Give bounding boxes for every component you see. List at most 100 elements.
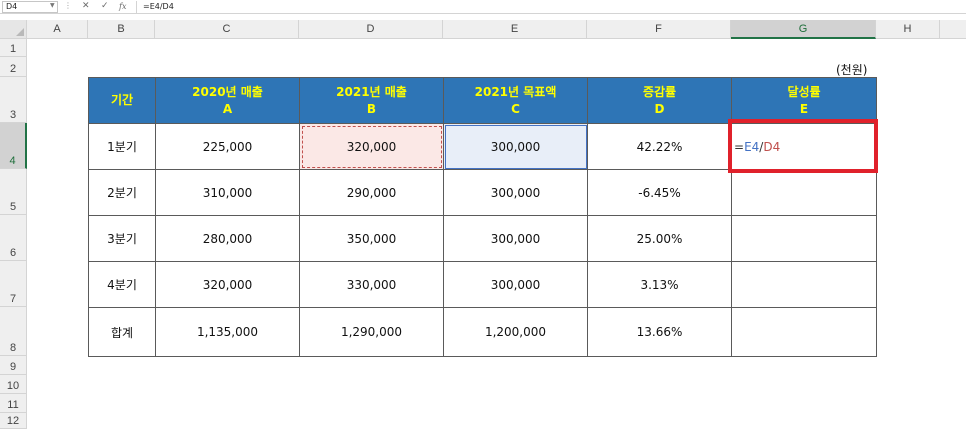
- change-rate-cell[interactable]: 13.66%: [587, 307, 732, 357]
- achievement-cell[interactable]: [731, 215, 877, 262]
- formula-ref-e4: E4: [744, 139, 760, 154]
- row-header-11[interactable]: 11: [0, 394, 27, 413]
- row-number: 8: [9, 342, 17, 354]
- header-cell-achievement-rate[interactable]: 달성률 E: [731, 77, 877, 124]
- chevron-down-icon[interactable]: ▼: [50, 2, 55, 9]
- achievement-cell[interactable]: [731, 261, 877, 308]
- header-label: 2020년 매출: [192, 84, 263, 99]
- select-all-corner[interactable]: [0, 20, 27, 39]
- target-cell[interactable]: 300,000: [443, 169, 588, 216]
- row-header-2[interactable]: 2: [0, 57, 27, 77]
- period-cell[interactable]: 4분기: [88, 261, 156, 308]
- row-header-6[interactable]: 6: [0, 215, 27, 261]
- sales-2021-cell[interactable]: 1,290,000: [299, 307, 444, 357]
- formula-ref-d4: D4: [763, 139, 781, 154]
- sales-2020-cell[interactable]: 225,000: [155, 123, 300, 170]
- row-number: 12: [6, 415, 20, 427]
- column-header-g[interactable]: G: [731, 20, 876, 39]
- change-rate-cell[interactable]: -6.45%: [587, 169, 732, 216]
- header-letter: A: [222, 101, 233, 116]
- period-cell[interactable]: 합계: [88, 307, 156, 357]
- row-header-10[interactable]: 10: [0, 375, 27, 394]
- row-header-8[interactable]: 8: [0, 307, 27, 356]
- formula-input[interactable]: =E4/D4: [143, 2, 174, 11]
- header-label: 기간: [110, 93, 134, 107]
- row-header-5[interactable]: 5: [0, 169, 27, 215]
- row-number: 2: [9, 63, 17, 75]
- formula-bar: D4 ▼ ⋮ ✕ ✓ fx =E4/D4: [0, 0, 966, 14]
- header-cell-target-2021[interactable]: 2021년 목표액 C: [443, 77, 588, 124]
- sales-2021-cell[interactable]: 290,000: [299, 169, 444, 216]
- name-box[interactable]: D4: [2, 1, 58, 13]
- row-number: 7: [9, 293, 17, 305]
- header-cell-sales-2020[interactable]: 2020년 매출 A: [155, 77, 300, 124]
- header-cell-change-rate[interactable]: 증감률 D: [587, 77, 732, 124]
- sales-2020-cell[interactable]: 280,000: [155, 215, 300, 262]
- column-header-bar: [0, 20, 966, 39]
- row-header-4[interactable]: 4: [0, 123, 27, 169]
- change-rate-cell[interactable]: 42.22%: [587, 123, 732, 170]
- column-header-b[interactable]: B: [88, 20, 155, 39]
- header-letter: D: [654, 101, 665, 116]
- column-header-a[interactable]: A: [27, 20, 88, 39]
- column-header-d[interactable]: D: [299, 20, 443, 39]
- row-number: 10: [6, 380, 20, 392]
- column-header-c[interactable]: C: [155, 20, 299, 39]
- target-cell[interactable]: 300,000: [443, 215, 588, 262]
- period-cell[interactable]: 3분기: [88, 215, 156, 262]
- table-row: 3분기 280,000 350,000 300,000 25.00%: [88, 215, 877, 262]
- sales-2021-cell-d4[interactable]: 320,000: [299, 123, 444, 170]
- header-cell-sales-2021[interactable]: 2021년 매출 B: [299, 77, 444, 124]
- table-header-row: 기간 2020년 매출 A 2021년 매출 B 2021년 목표액 C 증감률 D 달…: [88, 77, 877, 124]
- insert-function-icon[interactable]: fx: [119, 2, 127, 11]
- change-rate-cell[interactable]: 25.00%: [587, 215, 732, 262]
- target-cell[interactable]: 1,200,000: [443, 307, 588, 357]
- unit-note: (천원): [836, 63, 868, 77]
- row-number: 5: [9, 201, 17, 213]
- header-label: 2021년 매출: [336, 84, 407, 99]
- formula-bar-divider: [136, 1, 137, 13]
- header-letter: C: [511, 101, 520, 116]
- row-header-7[interactable]: 7: [0, 261, 27, 307]
- header-letter: E: [799, 101, 809, 116]
- sales-2021-cell[interactable]: 330,000: [299, 261, 444, 308]
- table-row: 4분기 320,000 330,000 300,000 3.13%: [88, 261, 877, 308]
- achievement-cell[interactable]: [731, 169, 877, 216]
- header-label: 달성률: [787, 84, 821, 99]
- row-number: 1: [9, 43, 17, 55]
- row-header-3[interactable]: 3: [0, 77, 27, 123]
- row-number: 9: [9, 361, 17, 373]
- change-rate-cell[interactable]: 3.13%: [587, 261, 732, 308]
- header-label: 2021년 목표액: [474, 84, 557, 99]
- column-header-f[interactable]: F: [587, 20, 731, 39]
- sales-2020-cell[interactable]: 320,000: [155, 261, 300, 308]
- enter-icon[interactable]: ✓: [101, 1, 109, 11]
- column-header-e[interactable]: E: [443, 20, 587, 39]
- table-row: 1분기 225,000 320,000 300,000 42.22% =E4/D…: [88, 123, 877, 170]
- row-number: 6: [9, 247, 17, 259]
- row-header-9[interactable]: 9: [0, 356, 27, 375]
- row-header-12[interactable]: 12: [0, 413, 27, 429]
- cancel-icon[interactable]: ✕: [82, 1, 90, 11]
- header-letter: B: [366, 101, 377, 116]
- period-cell[interactable]: 2분기: [88, 169, 156, 216]
- row-number: 11: [7, 399, 19, 411]
- more-options-icon[interactable]: ⋮: [64, 1, 72, 10]
- sales-table: 기간 2020년 매출 A 2021년 매출 B 2021년 목표액 C 증감률 D 달…: [88, 77, 877, 357]
- target-cell[interactable]: 300,000: [443, 261, 588, 308]
- column-header-h[interactable]: H: [876, 20, 940, 39]
- period-cell[interactable]: 1분기: [88, 123, 156, 170]
- row-number: 3: [9, 109, 17, 121]
- sales-2020-cell[interactable]: 310,000: [155, 169, 300, 216]
- table-row-total: 합계 1,135,000 1,290,000 1,200,000 13.66%: [88, 307, 877, 357]
- target-cell-e4[interactable]: 300,000: [443, 123, 588, 170]
- row-number: 4: [9, 155, 16, 167]
- achievement-cell[interactable]: [731, 307, 877, 357]
- select-all-icon: [16, 28, 24, 36]
- highlight-box: [728, 119, 878, 173]
- table-row: 2분기 310,000 290,000 300,000 -6.45%: [88, 169, 877, 216]
- sales-2021-cell[interactable]: 350,000: [299, 215, 444, 262]
- sales-2020-cell[interactable]: 1,135,000: [155, 307, 300, 357]
- header-cell-period[interactable]: 기간: [88, 77, 156, 124]
- row-header-1[interactable]: 1: [0, 39, 27, 57]
